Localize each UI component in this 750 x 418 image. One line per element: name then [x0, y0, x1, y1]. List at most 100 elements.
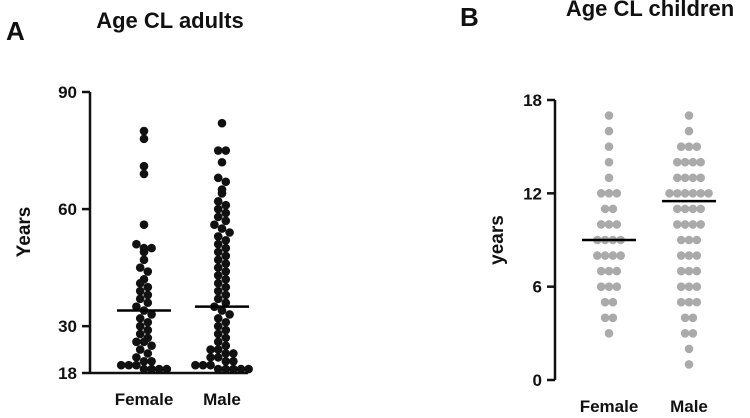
data-point — [221, 275, 231, 284]
data-point — [608, 313, 618, 323]
data-point — [596, 220, 606, 229]
data-point — [676, 142, 686, 151]
data-point — [147, 310, 156, 319]
data-point — [143, 290, 153, 300]
data-point — [684, 235, 694, 245]
data-point — [139, 220, 149, 229]
data-point — [221, 290, 231, 300]
data-point — [139, 161, 149, 171]
data-point — [135, 329, 145, 339]
data-point — [139, 255, 149, 265]
data-point — [688, 189, 698, 198]
data-point — [696, 173, 705, 183]
data-point — [221, 298, 231, 308]
data-point — [604, 157, 614, 167]
data-point — [600, 313, 610, 323]
data-point — [225, 228, 234, 237]
data-point — [604, 111, 614, 120]
data-point — [139, 337, 149, 347]
data-point — [696, 189, 705, 198]
panel-b-means — [582, 199, 716, 242]
data-point — [244, 364, 253, 374]
data-point — [213, 263, 223, 272]
data-point — [612, 189, 622, 198]
data-point — [221, 177, 231, 187]
data-point — [147, 341, 156, 350]
data-point — [213, 247, 223, 257]
data-point — [124, 360, 134, 370]
data-point — [692, 251, 702, 260]
panel-a-y-axis-label: Years — [14, 207, 35, 258]
data-point — [600, 297, 610, 307]
data-point — [604, 266, 614, 276]
data-point — [229, 356, 238, 366]
data-point — [673, 220, 682, 229]
data-point — [684, 251, 694, 260]
data-point — [680, 204, 690, 214]
panel-a-letter: A — [6, 16, 25, 46]
data-point — [213, 239, 223, 249]
data-point — [221, 236, 231, 245]
data-point — [665, 189, 674, 198]
data-point — [612, 282, 622, 291]
data-point — [213, 286, 223, 296]
data-point — [684, 297, 694, 307]
data-point — [221, 349, 231, 358]
data-point — [162, 364, 172, 374]
data-point — [221, 356, 231, 366]
data-point — [221, 251, 231, 261]
data-point — [688, 173, 698, 183]
data-point — [198, 360, 208, 370]
data-point — [600, 204, 610, 214]
data-point — [616, 251, 625, 260]
data-point — [147, 356, 156, 366]
data-point — [680, 157, 690, 167]
data-point — [692, 142, 702, 151]
data-point — [688, 329, 698, 338]
data-point — [221, 259, 231, 269]
data-point — [696, 157, 705, 167]
panel-a-y-ticks: 18 30 60 90 — [58, 83, 90, 383]
data-point — [191, 360, 200, 370]
data-point — [673, 204, 682, 214]
y-tick-label: 12 — [523, 184, 542, 203]
data-point — [684, 142, 694, 151]
data-point — [213, 294, 223, 304]
data-point — [688, 204, 698, 214]
panel-b: B Age CL children years 0 6 12 18 Female Ma… — [460, 0, 734, 416]
data-point — [206, 353, 215, 362]
data-point — [210, 220, 219, 229]
data-point — [612, 220, 622, 229]
data-point — [684, 360, 694, 369]
data-point — [221, 146, 231, 155]
data-point — [704, 189, 713, 198]
data-point — [143, 282, 153, 292]
data-point — [673, 173, 682, 183]
panel-b-y-ticks: 0 6 12 18 — [523, 91, 555, 390]
data-point — [221, 317, 231, 327]
data-point — [604, 282, 614, 291]
data-point — [135, 286, 145, 296]
data-point — [688, 313, 698, 323]
data-point — [139, 364, 149, 374]
panel-b-title: Age CL children — [566, 0, 734, 21]
data-point — [676, 251, 686, 260]
data-point — [206, 360, 215, 370]
data-point — [147, 243, 156, 253]
data-point — [143, 267, 153, 276]
data-point — [213, 232, 223, 241]
data-point — [116, 360, 126, 370]
data-point — [680, 189, 690, 198]
data-point — [593, 251, 602, 260]
data-point — [217, 118, 227, 128]
panel-a: A Age CL adults Years 18 30 60 90 Female Ma… — [6, 8, 253, 409]
y-tick-label: 6 — [533, 278, 542, 297]
data-point — [604, 189, 614, 198]
data-point — [135, 263, 145, 272]
data-point — [221, 216, 231, 226]
data-point — [221, 243, 231, 253]
data-point — [217, 157, 227, 167]
data-point — [596, 189, 606, 198]
data-point — [154, 364, 164, 374]
